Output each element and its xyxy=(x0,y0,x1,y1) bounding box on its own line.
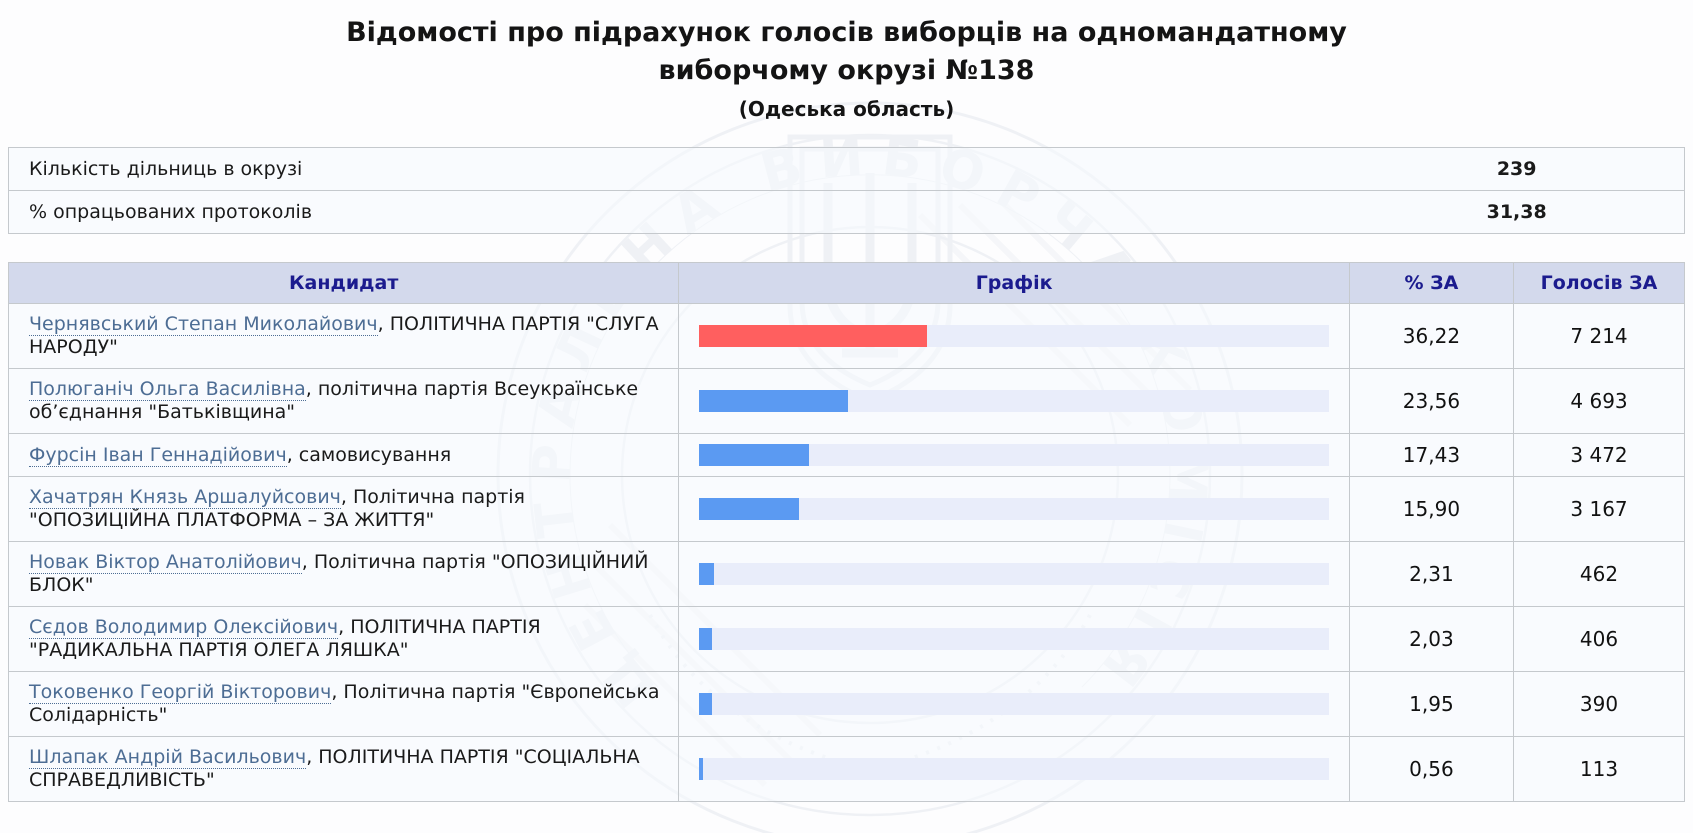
summary-label-protocols: % опрацьованих протоколів xyxy=(8,190,1350,234)
candidate-link[interactable]: Фурсін Іван Геннадійович xyxy=(29,443,287,467)
percent-value: 36,22 xyxy=(1348,303,1515,369)
vote-bar-track xyxy=(699,498,1329,520)
votes-value: 113 xyxy=(1513,736,1685,802)
percent-value: 1,95 xyxy=(1348,671,1515,737)
header-graph: Графік xyxy=(678,262,1350,304)
candidate-cell: Полюганіч Ольга Василівна, політична пар… xyxy=(7,368,680,434)
graph-cell xyxy=(678,433,1350,477)
candidate-row: Чернявський Степан Миколайович, ПОЛІТИЧН… xyxy=(7,303,1685,369)
votes-value: 390 xyxy=(1513,671,1685,737)
vote-bar xyxy=(699,444,810,466)
summary-value-precincts: 239 xyxy=(1349,147,1686,191)
graph-cell xyxy=(678,671,1350,737)
candidate-cell: Чернявський Степан Миколайович, ПОЛІТИЧН… xyxy=(7,303,680,369)
vote-bar-track xyxy=(699,693,1329,715)
votes-value: 7 214 xyxy=(1513,303,1685,369)
summary-row-precincts: Кількість дільниць в окрузі 239 xyxy=(8,147,1686,191)
vote-bar xyxy=(699,563,714,585)
percent-value: 2,03 xyxy=(1348,606,1515,672)
vote-bar-track xyxy=(699,563,1329,585)
candidate-link[interactable]: Шлапак Андрій Васильович xyxy=(29,746,307,769)
candidate-link[interactable]: Хачатрян Князь Аршалуйсович xyxy=(29,486,341,509)
vote-bar xyxy=(699,498,800,520)
graph-cell xyxy=(678,541,1350,607)
graph-cell xyxy=(678,303,1350,369)
candidate-cell: Фурсін Іван Геннадійович, самовисування xyxy=(7,433,680,477)
candidate-link[interactable]: Токовенко Георгій Вікторович xyxy=(29,681,332,704)
candidates-table: Кандидат Графік % ЗА Голосів ЗА Чернявсь… xyxy=(7,262,1685,802)
candidate-cell: Токовенко Георгій Вікторович, Політична … xyxy=(7,671,680,737)
percent-value: 23,56 xyxy=(1348,368,1515,434)
vote-bar-track xyxy=(699,758,1329,780)
candidate-row: Новак Віктор Анатолійович, Політична пар… xyxy=(7,541,1685,607)
header-votes: Голосів ЗА xyxy=(1513,262,1685,304)
candidates-header-row: Кандидат Графік % ЗА Голосів ЗА xyxy=(7,262,1685,304)
header-candidate: Кандидат xyxy=(7,262,680,304)
main-content: Відомості про підрахунок голосів виборці… xyxy=(0,14,1693,833)
votes-value: 3 167 xyxy=(1513,476,1685,542)
percent-value: 0,56 xyxy=(1348,736,1515,802)
vote-bar-track xyxy=(699,444,1329,466)
summary-row-protocols: % опрацьованих протоколів 31,38 xyxy=(8,190,1686,234)
page-subtitle-region: (Одеська область) xyxy=(738,97,955,121)
votes-value: 4 693 xyxy=(1513,368,1685,434)
candidate-link[interactable]: Сєдов Володимир Олексійович xyxy=(29,616,339,639)
candidate-link[interactable]: Чернявський Степан Миколайович xyxy=(29,313,378,336)
summary-label-precincts: Кількість дільниць в окрузі xyxy=(8,147,1350,191)
summary-table: Кількість дільниць в окрузі 239 % опраць… xyxy=(8,147,1686,234)
candidate-party: , Політична партія "ОПОЗИЦІЙНА ПЛАТФОРМА… xyxy=(29,486,525,531)
vote-bar-track xyxy=(699,628,1329,650)
candidate-link[interactable]: Полюганіч Ольга Василівна xyxy=(29,378,306,401)
vote-bar xyxy=(699,693,712,715)
vote-bar xyxy=(699,325,928,347)
candidate-row: Токовенко Георгій Вікторович, Політична … xyxy=(7,671,1685,737)
candidate-row: Полюганіч Ольга Василівна, політична пар… xyxy=(7,368,1685,434)
graph-cell xyxy=(678,606,1350,672)
candidate-cell: Шлапак Андрій Васильович, ПОЛІТИЧНА ПАРТ… xyxy=(7,736,680,802)
candidate-cell: Новак Віктор Анатолійович, Політична пар… xyxy=(7,541,680,607)
votes-value: 3 472 xyxy=(1513,433,1685,477)
vote-bar xyxy=(699,758,703,780)
candidate-row: Хачатрян Князь Аршалуйсович, Політична п… xyxy=(7,476,1685,542)
percent-value: 2,31 xyxy=(1348,541,1515,607)
candidate-cell: Хачатрян Князь Аршалуйсович, Політична п… xyxy=(7,476,680,542)
candidate-row: Сєдов Володимир Олексійович, ПОЛІТИЧНА П… xyxy=(7,606,1685,672)
vote-bar-track xyxy=(699,325,1329,347)
candidate-party: , самовисування xyxy=(286,443,452,466)
vote-bar xyxy=(699,628,713,650)
page-title: Відомості про підрахунок голосів виборці… xyxy=(346,17,1347,86)
percent-value: 15,90 xyxy=(1348,476,1515,542)
graph-cell xyxy=(678,736,1350,802)
candidate-party: , ПОЛІТИЧНА ПАРТІЯ "РАДИКАЛЬНА ПАРТІЯ ОЛ… xyxy=(29,616,541,661)
graph-cell xyxy=(678,368,1350,434)
summary-value-protocols: 31,38 xyxy=(1349,190,1686,234)
vote-bar-track xyxy=(699,390,1329,412)
candidate-cell: Сєдов Володимир Олексійович, ПОЛІТИЧНА П… xyxy=(7,606,680,672)
percent-value: 17,43 xyxy=(1348,433,1515,477)
graph-cell xyxy=(678,476,1350,542)
candidate-row: Шлапак Андрій Васильович, ПОЛІТИЧНА ПАРТ… xyxy=(7,736,1685,802)
votes-value: 406 xyxy=(1513,606,1685,672)
votes-value: 462 xyxy=(1513,541,1685,607)
candidate-row: Фурсін Іван Геннадійович, самовисування … xyxy=(7,433,1685,477)
candidate-link[interactable]: Новак Віктор Анатолійович xyxy=(29,551,302,574)
vote-bar xyxy=(699,390,848,412)
header-percent: % ЗА xyxy=(1348,262,1515,304)
